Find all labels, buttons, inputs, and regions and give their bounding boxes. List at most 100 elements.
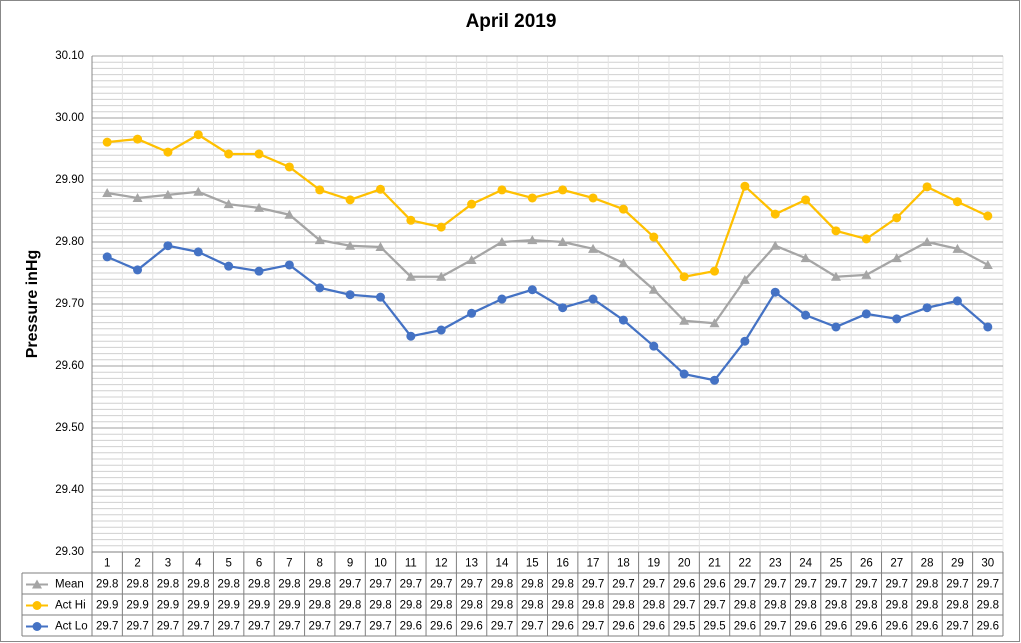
data-point bbox=[952, 197, 962, 207]
x-tick-label: 8 bbox=[317, 558, 323, 570]
x-tick-label: 16 bbox=[556, 558, 569, 570]
table-value: 29.9 bbox=[217, 600, 239, 612]
table-value: 29.6 bbox=[734, 621, 756, 633]
data-point bbox=[983, 322, 993, 332]
legend-label: Act Hi bbox=[55, 600, 86, 612]
data-point bbox=[740, 336, 750, 346]
data-point bbox=[193, 247, 203, 257]
data-point bbox=[861, 269, 872, 279]
table-value: 29.8 bbox=[521, 579, 543, 591]
table-value: 29.8 bbox=[400, 600, 422, 612]
x-tick-label: 18 bbox=[617, 558, 630, 570]
data-point bbox=[315, 185, 325, 195]
x-tick-label: 21 bbox=[708, 558, 721, 570]
data-point bbox=[739, 274, 750, 284]
table-value: 29.8 bbox=[916, 600, 938, 612]
x-tick-label: 9 bbox=[347, 558, 353, 570]
data-point bbox=[375, 184, 385, 194]
data-point bbox=[466, 254, 477, 264]
x-tick-label: 2 bbox=[134, 558, 140, 570]
table-value: 29.6 bbox=[886, 621, 908, 633]
x-tick-label: 3 bbox=[165, 558, 171, 570]
data-point bbox=[649, 341, 659, 351]
table-value: 29.7 bbox=[248, 621, 270, 633]
data-point bbox=[801, 310, 811, 320]
series-line bbox=[107, 190, 989, 325]
series-line bbox=[106, 244, 989, 382]
table-value: 29.7 bbox=[521, 621, 543, 633]
data-point bbox=[649, 232, 659, 242]
y-tick-label: 29.50 bbox=[55, 422, 84, 434]
data-point bbox=[558, 303, 568, 313]
data-point bbox=[679, 315, 690, 325]
table-value: 29.7 bbox=[217, 621, 239, 633]
table-value: 29.7 bbox=[126, 621, 148, 633]
table-value: 29.6 bbox=[916, 621, 938, 633]
data-point bbox=[861, 234, 871, 244]
data-point bbox=[284, 209, 295, 219]
data-point bbox=[102, 188, 113, 198]
table-value: 29.6 bbox=[430, 621, 452, 633]
table-value: 29.8 bbox=[612, 600, 634, 612]
data-point bbox=[527, 285, 537, 295]
x-tick-label: 4 bbox=[195, 558, 202, 570]
table-value: 29.9 bbox=[248, 600, 270, 612]
table-value: 29.7 bbox=[157, 621, 179, 633]
data-point bbox=[284, 162, 294, 172]
data-point bbox=[193, 130, 203, 140]
table-value: 29.7 bbox=[400, 579, 422, 591]
table-value: 29.7 bbox=[703, 600, 725, 612]
table-value: 29.9 bbox=[187, 600, 209, 612]
data-point bbox=[892, 213, 902, 223]
y-tick-label: 29.40 bbox=[55, 484, 84, 496]
table-value: 29.7 bbox=[764, 621, 786, 633]
table-value: 29.7 bbox=[369, 579, 391, 591]
table-value: 29.8 bbox=[157, 579, 179, 591]
table-value: 29.7 bbox=[278, 621, 300, 633]
legend-label: Act Lo bbox=[55, 621, 88, 633]
table-value: 29.6 bbox=[643, 621, 665, 633]
data-point bbox=[618, 315, 628, 325]
data-point bbox=[588, 243, 599, 253]
legend-marker bbox=[32, 601, 42, 610]
table-value: 29.7 bbox=[339, 621, 361, 633]
table-value: 29.8 bbox=[734, 600, 756, 612]
data-point bbox=[952, 296, 962, 306]
table-value: 29.8 bbox=[521, 600, 543, 612]
table-value: 29.8 bbox=[248, 579, 270, 591]
data-point bbox=[922, 182, 932, 192]
data-point bbox=[558, 185, 568, 195]
data-point bbox=[892, 314, 902, 324]
data-point bbox=[345, 195, 355, 205]
y-tick-label: 29.70 bbox=[55, 298, 84, 310]
y-tick-label: 29.80 bbox=[55, 236, 84, 248]
data-point bbox=[133, 265, 143, 275]
table-value: 29.8 bbox=[551, 579, 573, 591]
table-value: 29.8 bbox=[551, 600, 573, 612]
data-point bbox=[497, 294, 507, 304]
table-value: 29.8 bbox=[825, 600, 847, 612]
x-tick-label: 19 bbox=[647, 558, 660, 570]
x-tick-label: 12 bbox=[435, 558, 448, 570]
table-value: 29.6 bbox=[794, 621, 816, 633]
table-value: 29.7 bbox=[491, 621, 513, 633]
table-value: 29.7 bbox=[460, 579, 482, 591]
table-value: 29.7 bbox=[582, 621, 604, 633]
data-point bbox=[557, 237, 568, 246]
x-tick-label: 6 bbox=[256, 558, 262, 570]
x-tick-label: 30 bbox=[981, 558, 994, 570]
table-value: 29.7 bbox=[612, 579, 634, 591]
table-value: 29.6 bbox=[460, 621, 482, 633]
data-point bbox=[254, 149, 264, 159]
table-value: 29.9 bbox=[157, 600, 179, 612]
table-value: 29.7 bbox=[582, 579, 604, 591]
data-point bbox=[406, 331, 416, 341]
table-value: 29.8 bbox=[643, 600, 665, 612]
data-point bbox=[497, 185, 507, 195]
data-point bbox=[952, 243, 963, 253]
data-point bbox=[132, 192, 143, 202]
data-point bbox=[467, 199, 477, 209]
data-point bbox=[345, 240, 356, 250]
data-point bbox=[133, 134, 143, 144]
table-value: 29.7 bbox=[96, 621, 118, 633]
